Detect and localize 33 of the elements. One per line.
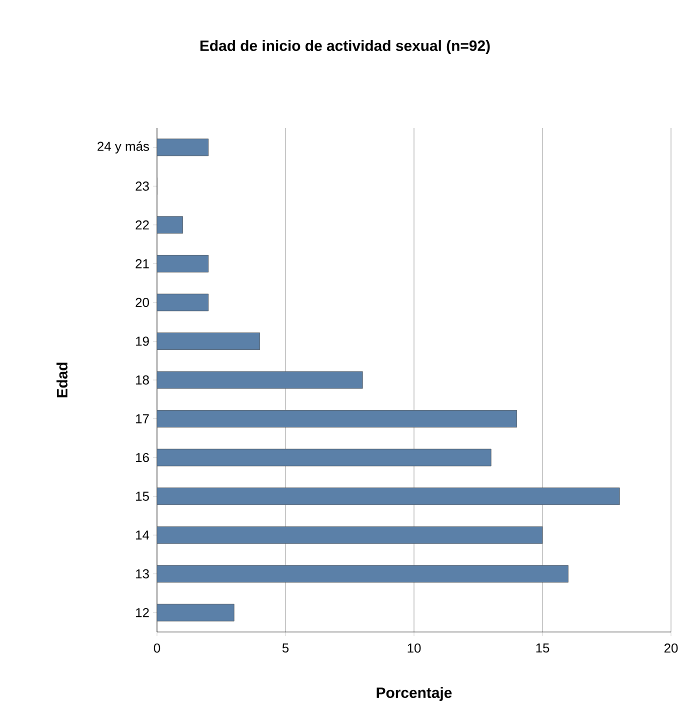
x-axis-title: Porcentaje bbox=[376, 687, 452, 701]
y-tick-label: 15 bbox=[136, 492, 149, 501]
y-tick-label: 21 bbox=[136, 259, 149, 268]
bar bbox=[157, 448, 492, 466]
bar bbox=[157, 526, 543, 544]
y-tick-label: 23 bbox=[136, 182, 149, 191]
y-tick-label: 18 bbox=[136, 375, 149, 385]
y-tick-label: 13 bbox=[136, 569, 149, 578]
y-axis-title: Edad bbox=[56, 362, 68, 398]
y-tick-label: 16 bbox=[136, 452, 149, 462]
x-tick-label: 20 bbox=[664, 644, 678, 653]
y-tick-label: 20 bbox=[136, 298, 149, 308]
bar bbox=[157, 294, 209, 312]
bar bbox=[157, 604, 234, 622]
y-tick-label: 12 bbox=[136, 608, 149, 618]
y-tick-label: 14 bbox=[136, 530, 150, 540]
x-tick-label: 0 bbox=[154, 644, 160, 653]
x-tick-label: 15 bbox=[536, 644, 550, 653]
bar bbox=[157, 410, 517, 428]
bar bbox=[157, 488, 620, 505]
y-tick-label: 24 y más bbox=[98, 141, 150, 154]
bar bbox=[157, 332, 260, 350]
x-tick-label: 5 bbox=[282, 644, 289, 653]
bar bbox=[157, 216, 183, 234]
bar bbox=[157, 254, 209, 272]
y-tick-label: 17 bbox=[136, 414, 149, 424]
y-tick-label: 22 bbox=[136, 220, 149, 230]
x-tick-label: 10 bbox=[408, 644, 421, 653]
y-tick-label: 19 bbox=[136, 336, 149, 346]
bar bbox=[157, 138, 209, 156]
bar bbox=[157, 371, 363, 389]
bar bbox=[157, 565, 568, 583]
chart-title: Edad de inicio de actividad sexual (n=92) bbox=[200, 40, 490, 54]
